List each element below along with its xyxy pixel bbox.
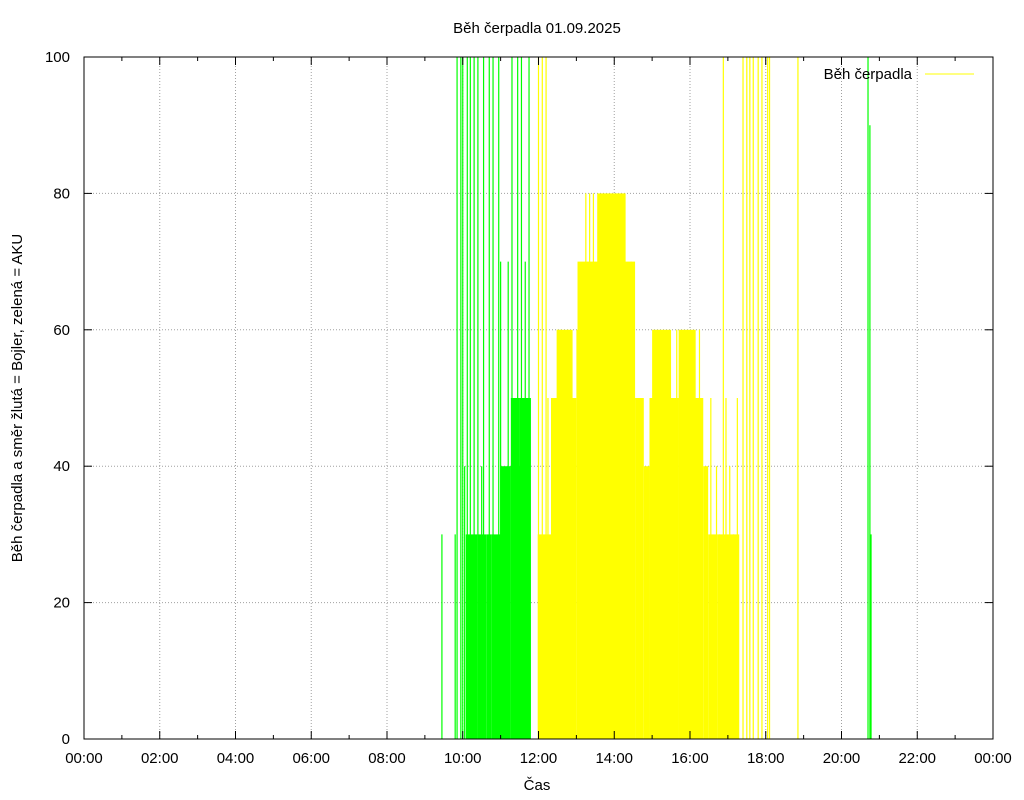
x-axis-label: Čas: [524, 777, 551, 794]
y-tick-label: 40: [53, 458, 70, 475]
y-tick-label: 60: [53, 322, 70, 339]
data-bar: [483, 534, 487, 739]
data-bar: [537, 534, 551, 739]
y-axis-label: Běh čerpadla a směr žlutá = Bojler, zele…: [9, 234, 26, 563]
data-bar: [510, 398, 520, 739]
legend: Běh čerpadla: [824, 66, 974, 83]
data-bar: [661, 398, 679, 739]
x-tick-label: 06:00: [292, 750, 330, 767]
data-bar: [477, 534, 484, 739]
x-tick-label: 14:00: [595, 750, 633, 767]
x-tick-label: 00:00: [974, 750, 1012, 767]
x-tick-label: 18:00: [747, 750, 785, 767]
data-bar: [643, 466, 650, 739]
x-tick-label: 02:00: [141, 750, 179, 767]
x-tick-label: 16:00: [671, 750, 709, 767]
x-tick-label: 08:00: [368, 750, 406, 767]
x-tick-label: 12:00: [520, 750, 558, 767]
data-bar: [500, 466, 511, 739]
x-tick-label: 04:00: [217, 750, 255, 767]
data-bar: [703, 466, 709, 739]
data-bar: [465, 534, 478, 739]
data-bar: [717, 534, 726, 739]
data-bar: [491, 534, 501, 739]
data-bar: [597, 193, 626, 739]
y-tick-label: 80: [53, 185, 70, 202]
data-bar: [708, 534, 718, 739]
x-tick-label: 10:00: [444, 750, 482, 767]
chart-title: Běh čerpadla 01.09.2025: [453, 20, 621, 37]
x-tick-label: 20:00: [823, 750, 861, 767]
plot-area: [441, 57, 872, 739]
y-tick-label: 20: [53, 595, 70, 612]
legend-label: Běh čerpadla: [824, 66, 913, 83]
axis-ticks: 00:00 02:00 04:00 06:00 08:00 10:00 12:00 14:00…: [45, 49, 1012, 767]
y-tick-label: 0: [62, 731, 70, 748]
y-tick-label: 100: [45, 49, 70, 66]
data-bar: [635, 398, 644, 739]
x-tick-label: 00:00: [65, 750, 103, 767]
x-tick-label: 22:00: [898, 750, 936, 767]
